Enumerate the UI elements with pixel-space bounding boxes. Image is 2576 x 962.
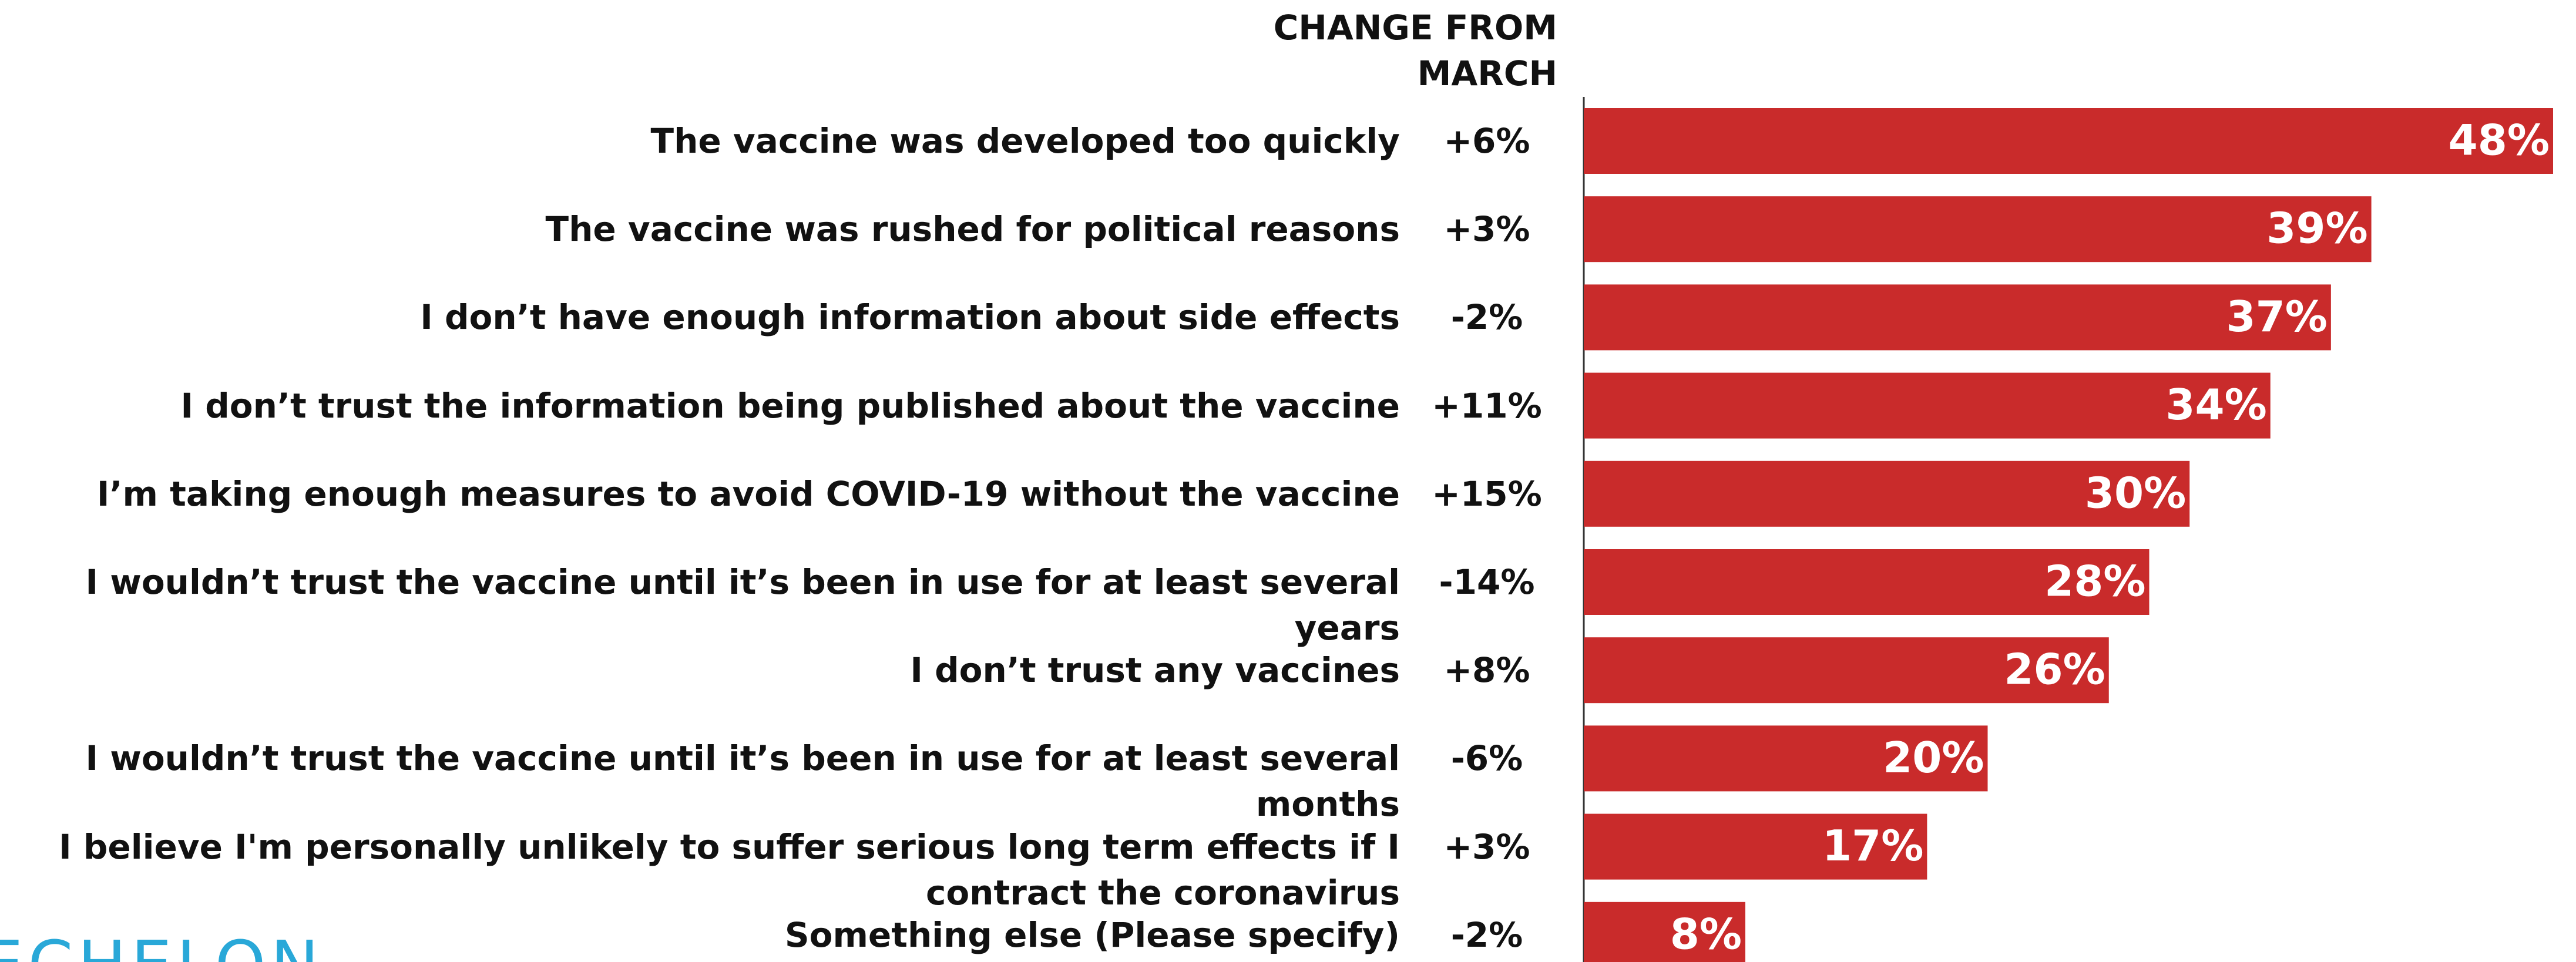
category-label: I believe I'm personally unlikely to suf… — [59, 826, 1400, 913]
value-label: 37% — [2226, 292, 2328, 341]
bar — [1584, 549, 2150, 615]
value-label: 28% — [2044, 557, 2145, 606]
category-label: The vaccine was rushed for political rea… — [545, 209, 1400, 250]
value-label: 8% — [1670, 909, 1742, 958]
category-label: I don’t have enough information about si… — [420, 297, 1400, 338]
change-label: +6% — [1443, 121, 1530, 161]
category-label: I’m taking enough measures to avoid COVI… — [96, 473, 1400, 514]
bar — [1584, 902, 1745, 962]
logo: ECHELON — [0, 927, 324, 962]
column-header: MARCH — [1417, 53, 1557, 93]
change-label: -14% — [1439, 562, 1535, 602]
bar — [1584, 372, 2271, 439]
value-label: 39% — [2266, 204, 2367, 253]
change-label: -6% — [1450, 738, 1523, 779]
change-label: -2% — [1450, 297, 1523, 338]
change-label: +3% — [1443, 209, 1530, 250]
value-label: 34% — [2165, 380, 2266, 429]
category-label: I don’t trust any vaccines — [910, 650, 1400, 691]
value-label: 30% — [2085, 468, 2186, 517]
value-label: 48% — [2449, 116, 2550, 165]
category-label: The vaccine was developed too quickly — [650, 121, 1400, 161]
value-label: 20% — [1883, 733, 1984, 782]
bar — [1584, 196, 2372, 263]
bar — [1584, 284, 2331, 351]
bar — [1584, 725, 1988, 792]
change-label: +15% — [1432, 473, 1542, 514]
bar — [1584, 108, 2553, 174]
category-label: I wouldn’t trust the vaccine until it’s … — [85, 738, 1400, 825]
change-label: +11% — [1432, 385, 1542, 426]
value-label: 26% — [2004, 645, 2105, 694]
change-label: -2% — [1450, 914, 1523, 955]
category-label: I wouldn’t trust the vaccine until it’s … — [85, 562, 1400, 648]
change-label: +8% — [1443, 650, 1530, 691]
change-label: +3% — [1443, 826, 1530, 867]
bar — [1584, 637, 2109, 704]
bar — [1584, 460, 2190, 527]
value-label: 17% — [1822, 821, 1923, 870]
category-label: Something else (Please specify) — [784, 914, 1400, 955]
column-header: CHANGE FROM — [1273, 8, 1557, 48]
bar — [1584, 813, 1927, 880]
category-label: I don’t trust the information being publ… — [180, 385, 1400, 426]
